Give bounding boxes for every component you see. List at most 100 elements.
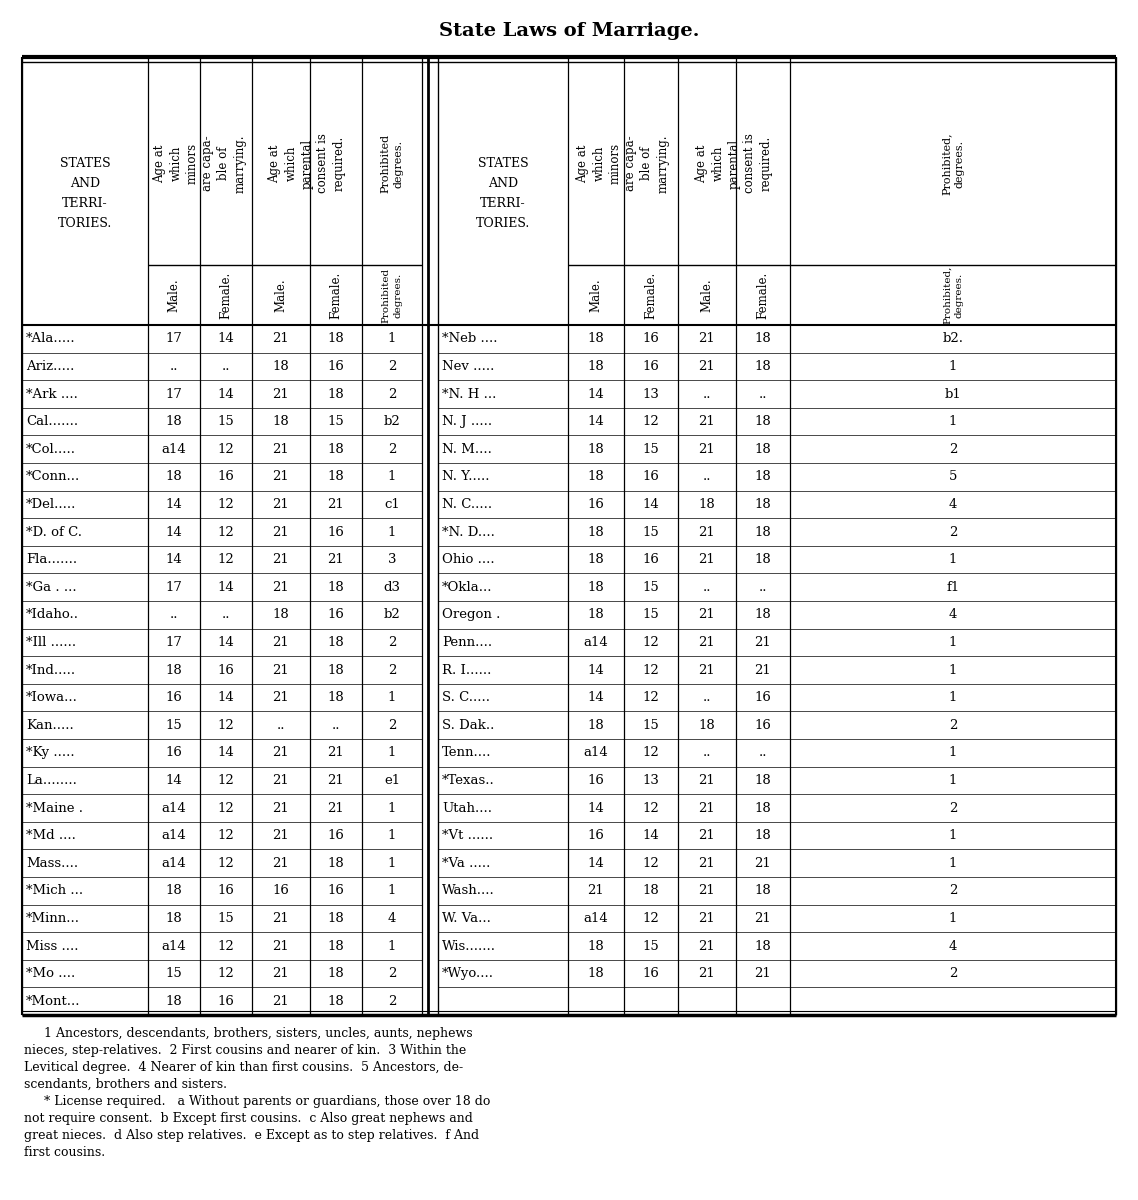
Text: 18: 18 — [328, 443, 345, 456]
Text: scendants, brothers and sisters.: scendants, brothers and sisters. — [24, 1078, 226, 1091]
Text: 18: 18 — [328, 857, 345, 870]
Text: 17: 17 — [165, 332, 182, 346]
Text: 1: 1 — [388, 332, 396, 346]
Text: *Ala.....: *Ala..... — [26, 332, 75, 346]
Text: 21: 21 — [273, 802, 289, 815]
Text: 14: 14 — [643, 829, 659, 842]
Text: d3: d3 — [384, 581, 401, 594]
Text: 18: 18 — [754, 884, 772, 898]
Text: 12: 12 — [643, 802, 659, 815]
Text: 21: 21 — [273, 857, 289, 870]
Text: *Mo ....: *Mo .... — [26, 967, 75, 980]
Text: 18: 18 — [699, 719, 716, 732]
Text: 2: 2 — [949, 802, 957, 815]
Text: 16: 16 — [754, 719, 772, 732]
Text: 18: 18 — [754, 470, 772, 484]
Text: State Laws of Marriage.: State Laws of Marriage. — [439, 22, 699, 40]
Text: 21: 21 — [273, 498, 289, 511]
Text: b2: b2 — [384, 608, 401, 622]
Text: 12: 12 — [643, 746, 659, 760]
Text: 14: 14 — [166, 526, 182, 539]
Text: 15: 15 — [217, 415, 234, 428]
Text: a14: a14 — [162, 443, 187, 456]
Text: 18: 18 — [587, 553, 604, 566]
Text: 14: 14 — [587, 802, 604, 815]
Text: 21: 21 — [328, 498, 345, 511]
Text: 2: 2 — [388, 636, 396, 649]
Text: ..: .. — [703, 470, 711, 484]
Text: W. Va...: W. Va... — [442, 912, 490, 925]
Text: 5: 5 — [949, 470, 957, 484]
Text: Female.: Female. — [644, 271, 658, 319]
Text: 21: 21 — [699, 636, 716, 649]
Text: 21: 21 — [754, 857, 772, 870]
Text: f1: f1 — [947, 581, 959, 594]
Text: 1: 1 — [949, 912, 957, 925]
Text: 15: 15 — [643, 940, 659, 953]
Text: Utah....: Utah.... — [442, 802, 492, 815]
Text: 18: 18 — [166, 912, 182, 925]
Text: 14: 14 — [217, 746, 234, 760]
Text: 1: 1 — [949, 636, 957, 649]
Text: 12: 12 — [643, 664, 659, 677]
Text: 1: 1 — [388, 746, 396, 760]
Text: 14: 14 — [643, 498, 659, 511]
Text: 1: 1 — [388, 691, 396, 704]
Text: Fla.......: Fla....... — [26, 553, 77, 566]
Text: 16: 16 — [165, 746, 182, 760]
Text: 15: 15 — [166, 719, 182, 732]
Text: ..: .. — [759, 581, 767, 594]
Text: Male.: Male. — [589, 278, 602, 312]
Text: AND: AND — [488, 176, 518, 190]
Text: not require consent.  b Except first cousins.  c Also great nephews and: not require consent. b Except first cous… — [24, 1112, 473, 1126]
Text: Miss ....: Miss .... — [26, 940, 79, 953]
Text: 4: 4 — [949, 608, 957, 622]
Text: 13: 13 — [643, 774, 659, 787]
Text: 21: 21 — [699, 360, 716, 373]
Text: 18: 18 — [587, 608, 604, 622]
Text: *Texas..: *Texas.. — [442, 774, 495, 787]
Text: ..: .. — [222, 360, 230, 373]
Text: 18: 18 — [587, 581, 604, 594]
Text: 1: 1 — [388, 526, 396, 539]
Text: 21: 21 — [273, 912, 289, 925]
Text: *N. D....: *N. D.... — [442, 526, 495, 539]
Text: 16: 16 — [328, 884, 345, 898]
Text: 21: 21 — [328, 553, 345, 566]
Text: 3: 3 — [388, 553, 396, 566]
Text: 18: 18 — [587, 526, 604, 539]
Text: b1: b1 — [945, 388, 962, 401]
Text: Female.: Female. — [220, 271, 232, 319]
Text: Levitical degree.  4 Nearer of kin than first cousins.  5 Ancestors, de-: Levitical degree. 4 Nearer of kin than f… — [24, 1061, 463, 1074]
Text: 17: 17 — [165, 581, 182, 594]
Text: Age at
which
parental
consent is
required.: Age at which parental consent is require… — [695, 133, 773, 193]
Text: 21: 21 — [273, 691, 289, 704]
Text: 18: 18 — [754, 553, 772, 566]
Text: *Ark ....: *Ark .... — [26, 388, 77, 401]
Text: TERRI-: TERRI- — [63, 197, 108, 210]
Text: * License required.   a Without parents or guardians, those over 18 do: * License required. a Without parents or… — [24, 1094, 490, 1108]
Text: 2: 2 — [388, 967, 396, 980]
Text: Age at
which
minors
are capa-
ble of
marrying.: Age at which minors are capa- ble of mar… — [577, 134, 669, 193]
Text: 14: 14 — [217, 332, 234, 346]
Text: 1: 1 — [388, 829, 396, 842]
Text: 21: 21 — [699, 940, 716, 953]
Text: N. M....: N. M.... — [442, 443, 492, 456]
Text: 18: 18 — [754, 829, 772, 842]
Text: 16: 16 — [217, 884, 234, 898]
Text: *Mich ...: *Mich ... — [26, 884, 83, 898]
Text: 21: 21 — [754, 967, 772, 980]
Text: 21: 21 — [587, 884, 604, 898]
Text: 21: 21 — [273, 332, 289, 346]
Text: 12: 12 — [643, 912, 659, 925]
Text: great nieces.  d Also step relatives.  e Except as to step relatives.  f And: great nieces. d Also step relatives. e E… — [24, 1129, 479, 1142]
Text: 21: 21 — [273, 995, 289, 1008]
Text: 4: 4 — [949, 498, 957, 511]
Text: 14: 14 — [217, 636, 234, 649]
Text: Nev .....: Nev ..... — [442, 360, 494, 373]
Text: 2: 2 — [949, 967, 957, 980]
Text: 18: 18 — [754, 526, 772, 539]
Text: Age at
which
parental
consent is
required.: Age at which parental consent is require… — [269, 133, 346, 193]
Text: 21: 21 — [699, 553, 716, 566]
Text: Female.: Female. — [330, 271, 343, 319]
